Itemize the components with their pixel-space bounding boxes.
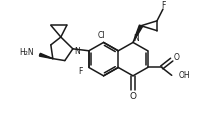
Text: H₂N: H₂N xyxy=(19,48,34,57)
Polygon shape xyxy=(39,53,53,59)
Text: N: N xyxy=(133,34,139,43)
Text: F: F xyxy=(161,1,165,10)
Text: OH: OH xyxy=(179,71,190,80)
Text: O: O xyxy=(174,53,180,62)
Text: F: F xyxy=(79,67,83,76)
Text: O: O xyxy=(130,92,137,101)
Text: Cl: Cl xyxy=(98,31,105,40)
Polygon shape xyxy=(133,25,143,42)
Text: N: N xyxy=(74,47,80,56)
